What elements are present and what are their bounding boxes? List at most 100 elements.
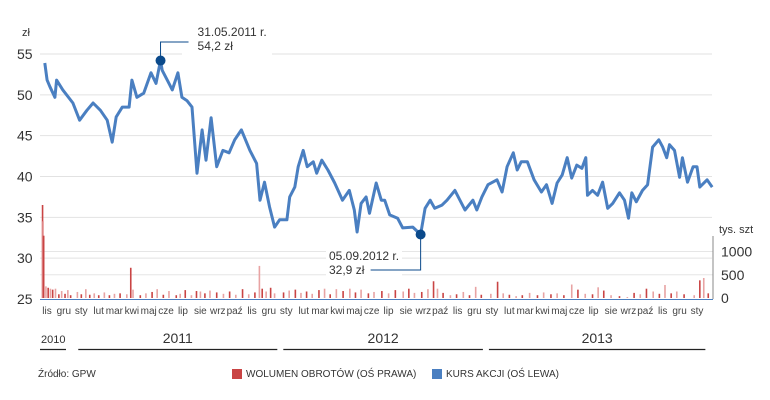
volume-bar	[162, 294, 165, 298]
volume-bars	[41, 205, 710, 298]
volume-bar	[190, 295, 193, 298]
volume-bar	[432, 281, 435, 298]
volume-bar	[550, 294, 552, 298]
volume-bar	[675, 291, 678, 298]
volume-bar	[455, 294, 458, 298]
volume-bar	[462, 291, 465, 298]
month-label: mar	[516, 306, 534, 317]
volume-bar	[536, 295, 539, 298]
month-label: lut	[298, 306, 309, 317]
volume-bar	[349, 288, 351, 298]
legend: WOLUMEN OBROTÓW (OŚ PRAWA) KURS AKCJI (O…	[232, 367, 559, 380]
month-label: lip	[589, 306, 599, 317]
right-tick-label: 0	[721, 290, 729, 306]
volume-bar	[305, 291, 308, 298]
month-label: wrz	[415, 306, 432, 317]
month-label: gru	[672, 306, 686, 317]
volume-bar	[449, 295, 452, 298]
annotation-background	[326, 244, 402, 278]
month-label: kwi	[535, 306, 549, 317]
month-label: lis	[453, 306, 462, 317]
volume-bar	[490, 293, 492, 298]
left-axis-unit: zł	[22, 27, 31, 39]
volume-bar	[88, 294, 91, 298]
left-tick-label: 25	[17, 291, 33, 307]
month-label: sie	[605, 306, 618, 317]
volume-bar	[113, 293, 116, 298]
volume-bar	[108, 295, 111, 298]
volume-bar	[693, 295, 696, 298]
volume-bar	[103, 292, 106, 298]
volume-bar	[633, 292, 635, 298]
annotation-date: 05.09.2012 r.	[329, 249, 399, 263]
volume-bar	[311, 293, 314, 298]
volume-bar	[508, 294, 511, 298]
volume-bar	[335, 289, 338, 298]
volume-bar	[80, 294, 83, 298]
volume-bar	[129, 267, 132, 298]
annotation-leader	[370, 234, 422, 271]
volume-bar	[85, 289, 87, 298]
volume-bar	[318, 290, 320, 298]
volume-bar	[496, 281, 499, 298]
year-labels: 2010 2011 2012 2013	[40, 330, 706, 351]
left-tick-label: 35	[17, 209, 33, 225]
volume-bar	[702, 278, 705, 298]
left-tick-label: 55	[17, 46, 33, 62]
volume-bar	[273, 293, 276, 298]
volume-bar	[542, 292, 545, 298]
volume-bar	[323, 288, 326, 298]
left-tick-label: 50	[17, 87, 33, 103]
volume-bar	[394, 290, 397, 298]
volume-bar	[97, 295, 100, 298]
month-label: lut	[93, 306, 104, 317]
month-label: lis	[247, 306, 256, 317]
month-label: mar	[106, 306, 124, 317]
volume-bar	[528, 292, 531, 298]
volume-bar	[209, 290, 211, 298]
volume-bar	[610, 295, 612, 298]
volume-bar	[645, 288, 648, 298]
month-label: sty	[75, 306, 88, 317]
volume-bar	[329, 294, 331, 298]
volume-bar	[93, 293, 96, 298]
volume-bar	[670, 293, 672, 298]
month-label: kwi	[330, 306, 344, 317]
left-axis: 25 30 35 40 45 50 55	[17, 46, 33, 307]
volume-bar	[563, 295, 565, 298]
volume-bar	[502, 293, 505, 298]
month-label: mar	[311, 306, 329, 317]
month-label: gru	[467, 306, 481, 317]
volume-bar	[168, 291, 170, 298]
month-label: cze	[158, 306, 174, 317]
volume-bar	[420, 291, 423, 298]
volume-bar	[151, 291, 153, 298]
right-tick-label: 1000	[721, 244, 752, 260]
volume-bar	[58, 294, 60, 298]
year-label: 2010	[41, 334, 65, 346]
volume-bar	[474, 286, 477, 298]
volume-bar	[626, 297, 629, 298]
right-tick-label: 500	[721, 267, 745, 283]
volume-bar	[367, 293, 370, 298]
legend-label-price: KURS AKCJI (OŚ LEWA)	[446, 367, 559, 380]
month-label: maj	[346, 306, 362, 317]
volume-bar	[241, 289, 244, 298]
volume-bar	[195, 291, 198, 298]
gridlines	[40, 53, 713, 276]
legend-swatch-volume	[232, 369, 242, 379]
volume-bar	[381, 291, 383, 298]
volume-bar	[67, 290, 69, 298]
annotation-marker	[415, 229, 426, 240]
volume-bar	[402, 291, 405, 298]
volume-bar	[288, 290, 290, 298]
volume-bar	[480, 294, 483, 298]
volume-bar	[64, 293, 66, 298]
volume-bar	[179, 293, 181, 298]
volume-bar	[584, 293, 587, 298]
volume-bar	[247, 294, 250, 298]
volume-bar	[76, 291, 79, 298]
volume-bar	[707, 293, 710, 298]
month-label: paź	[227, 306, 243, 317]
legend-swatch-price	[432, 369, 442, 379]
